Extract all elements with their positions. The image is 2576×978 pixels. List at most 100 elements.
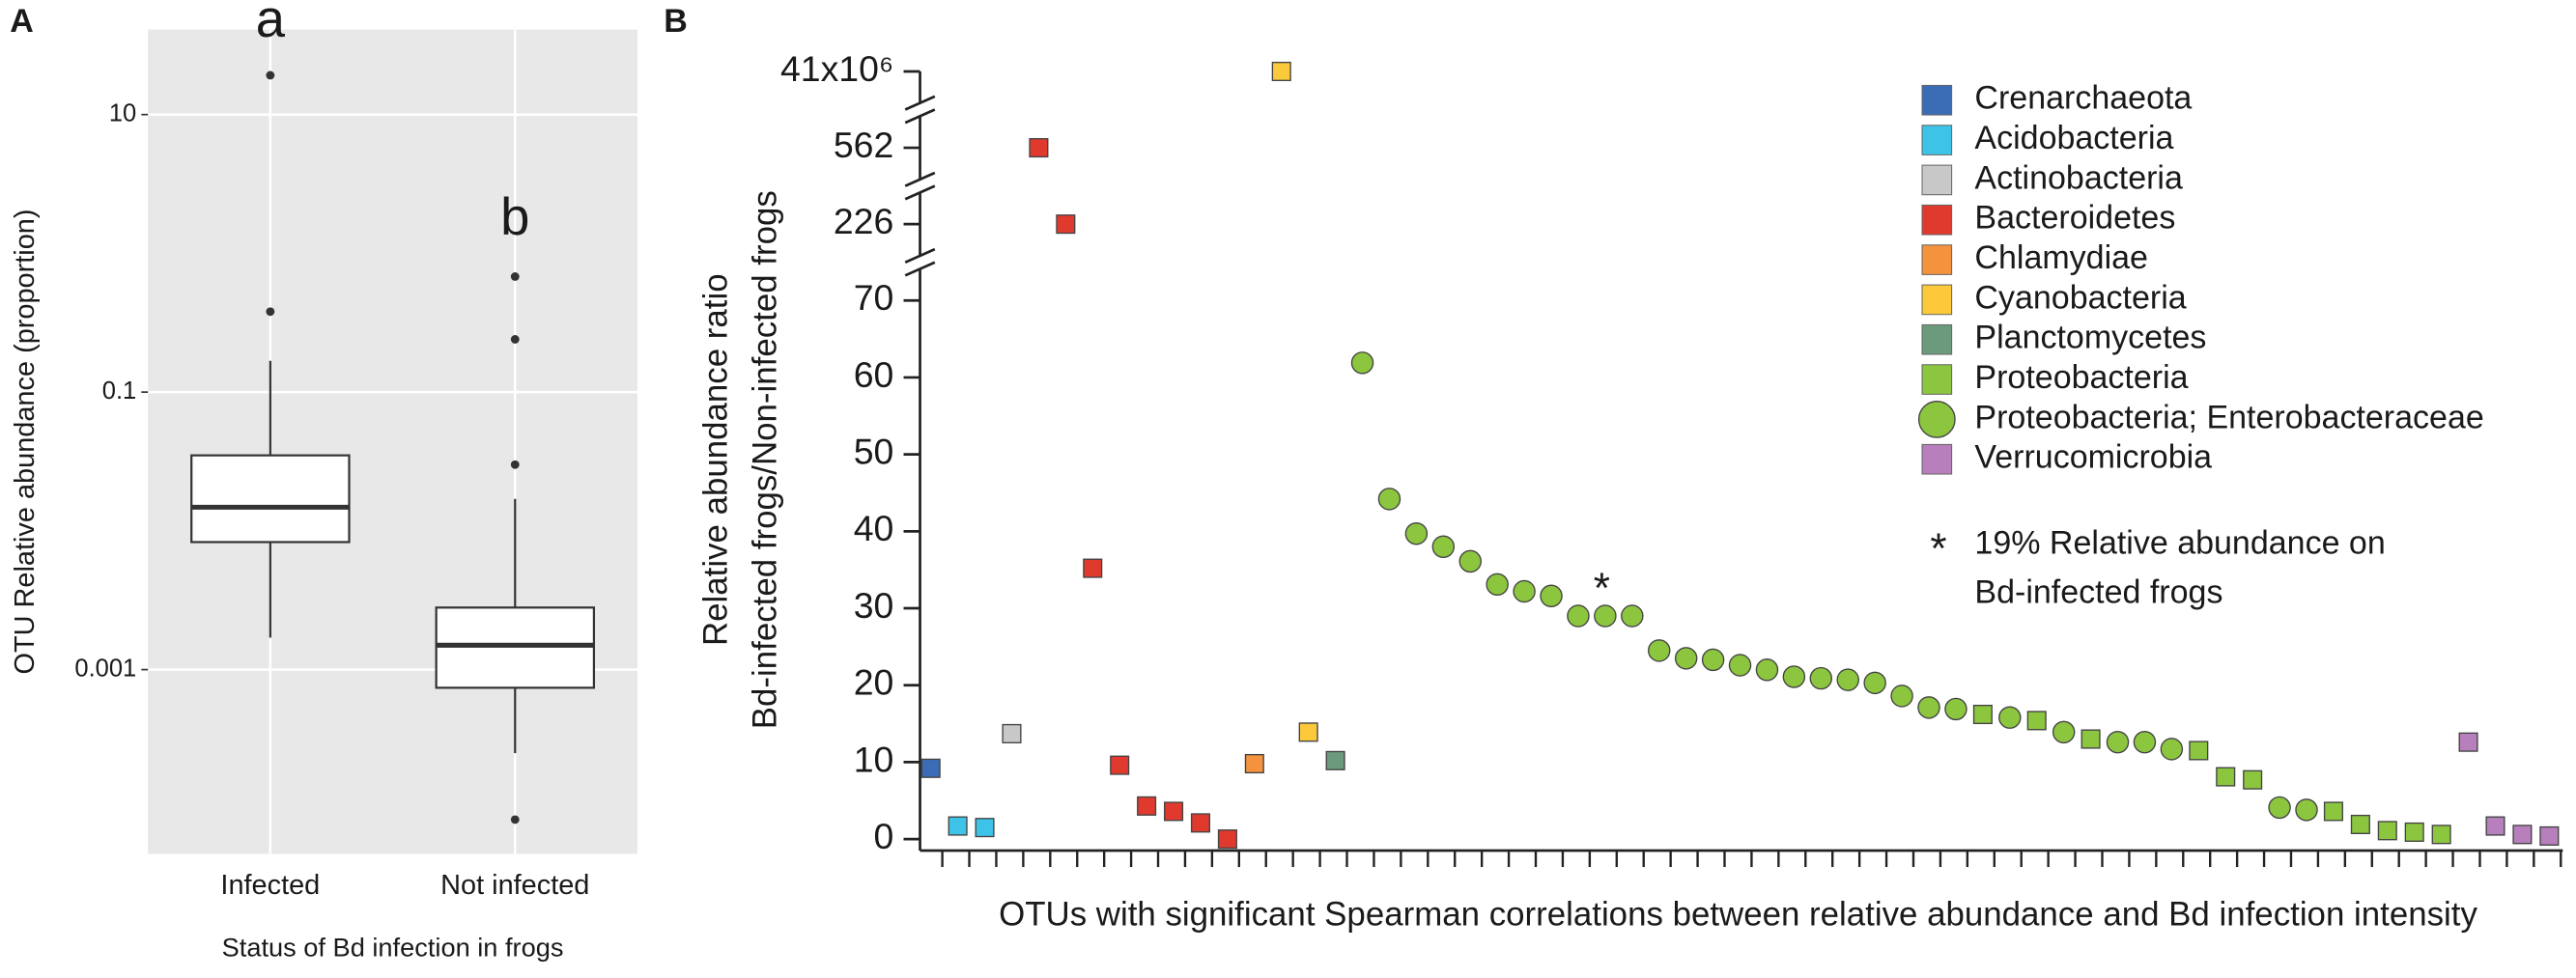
point	[1782, 665, 1806, 688]
point-annotation: *	[1594, 565, 1610, 612]
y-tick-label: 0.001	[74, 655, 136, 682]
point	[2081, 729, 2101, 749]
point	[2350, 814, 2370, 835]
legend-swatch	[1917, 400, 1956, 438]
legend-label: Proteobacteria; Enterobacteraceae	[1974, 399, 2483, 435]
y-axis-label: OTU Relative abundance (proportion)	[10, 210, 41, 675]
outlier	[510, 272, 520, 281]
plot-background	[148, 29, 637, 854]
legend-swatch	[1921, 443, 1953, 475]
group-label: b	[500, 187, 529, 246]
y-tick-label: 0	[873, 816, 893, 856]
point	[2052, 720, 2076, 744]
y-tick-label: 60	[854, 354, 894, 395]
axis-break	[904, 261, 936, 277]
point	[1002, 723, 1022, 743]
point	[1056, 214, 1076, 235]
y-tick-label: 70	[854, 277, 894, 318]
point	[1998, 706, 2022, 729]
point	[2026, 711, 2047, 731]
legend-label: Cyanobacteria	[1974, 279, 2186, 316]
legend-swatch	[1921, 364, 1953, 395]
point	[1486, 573, 1509, 597]
point	[1540, 584, 1563, 608]
point	[1137, 796, 1157, 816]
box	[190, 454, 351, 544]
legend-swatch	[1921, 84, 1953, 116]
y-tick-label: 40	[854, 508, 894, 548]
legend-label: Verrucomicrobia	[1974, 439, 2212, 476]
point	[1648, 639, 1671, 662]
point	[948, 816, 968, 836]
point	[1836, 668, 1859, 691]
box	[435, 606, 596, 689]
axis-break	[904, 184, 936, 201]
point	[2323, 801, 2343, 822]
panel-label: B	[664, 3, 688, 40]
axis-break	[904, 108, 936, 125]
legend-swatch	[1921, 284, 1953, 316]
legend-label: Planctomycetes	[1974, 320, 2206, 356]
point	[2485, 816, 2505, 836]
point	[2133, 730, 2157, 754]
y-axis-label: Relative abundance ratio	[697, 273, 735, 646]
point	[2243, 769, 2263, 790]
point	[1863, 671, 1886, 695]
x-tick-label: Infected	[220, 870, 320, 901]
point	[2512, 824, 2533, 845]
outlier	[266, 307, 275, 317]
point	[1809, 666, 1833, 690]
point	[1244, 753, 1264, 774]
y-tick-label: 41x10⁶	[780, 48, 893, 89]
panel-label: A	[10, 3, 34, 40]
point	[1029, 138, 1049, 158]
x-axis-label: Status of Bd infection in frogs	[222, 932, 564, 962]
legend-swatch	[1921, 204, 1953, 236]
point	[975, 818, 995, 838]
point	[2106, 730, 2130, 754]
x-axis-label: OTUs with significant Spearman correlati…	[999, 895, 2477, 933]
group-label: a	[256, 0, 286, 48]
legend-swatch	[1921, 323, 1953, 355]
point	[1271, 61, 1291, 82]
legend-label: Acidobacteria	[1974, 120, 2173, 156]
y-tick-label: 226	[834, 201, 893, 241]
point	[1728, 654, 1752, 677]
y-tick-label: 10	[109, 99, 136, 126]
y-tick-label: 562	[834, 125, 893, 165]
legend-label: Proteobacteria	[1974, 359, 2188, 396]
point	[1567, 604, 1590, 628]
y-tick-label: 20	[854, 662, 894, 703]
point	[1674, 647, 1698, 670]
point	[1110, 755, 1130, 775]
point	[1890, 685, 1913, 708]
y-tick-label: 50	[854, 432, 894, 472]
legend-label: Chlamydiae	[1974, 239, 2148, 276]
point	[2539, 825, 2560, 846]
note-text: 19% Relative abundance on	[1974, 525, 2385, 562]
axis-break	[904, 171, 936, 187]
point	[2431, 824, 2451, 845]
legend-swatch	[1921, 244, 1953, 275]
outlier	[510, 815, 520, 824]
outlier	[510, 335, 520, 344]
point	[1594, 604, 1617, 628]
point	[2160, 738, 2184, 761]
legend-label: Bacteroidetes	[1974, 200, 2175, 237]
outlier	[510, 460, 520, 469]
point	[1458, 549, 1482, 573]
point	[1377, 488, 1401, 511]
point	[1404, 521, 1429, 545]
point	[1083, 558, 1103, 578]
y-tick-label: 30	[854, 585, 894, 626]
point	[1917, 696, 1940, 719]
point	[2216, 767, 2236, 787]
axis-break	[904, 95, 936, 111]
y-axis-label: Bd-infected frogs/Non-infected frogs	[747, 190, 784, 729]
point	[2377, 821, 2397, 841]
point	[1325, 750, 1345, 770]
legend-swatch	[1921, 125, 1953, 155]
axis-break	[904, 247, 936, 264]
point	[920, 758, 941, 778]
